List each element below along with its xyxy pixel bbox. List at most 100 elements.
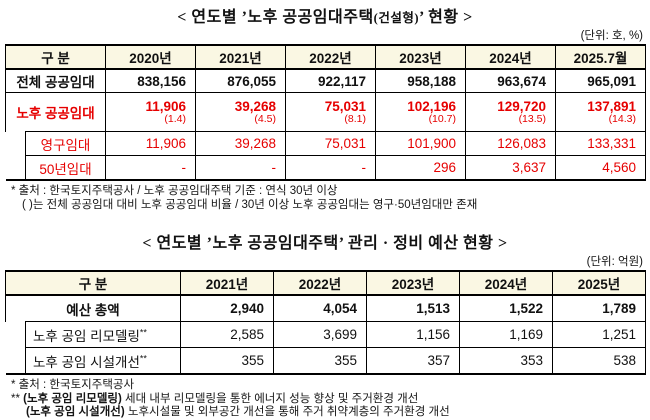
table-cell: 4,054	[273, 294, 367, 322]
indent-spacer	[6, 156, 26, 181]
footnote-remodel-term: (노후 공임 리모델링)	[23, 392, 122, 405]
section-gap	[5, 212, 645, 232]
table-cell: 965,091	[555, 68, 646, 93]
table-cell: 11,906	[105, 131, 196, 156]
table1-header-2025-7: 2025.7월	[555, 44, 646, 70]
table-cell: 137,891 (14.3)	[555, 92, 646, 132]
section2-footnotes: * 출처 : 한국토지주택공사 ** (노후 공임 리모델링) 세대 내부 리모…	[11, 379, 645, 420]
table-cell: 538	[552, 347, 646, 375]
table-cell: 101,900	[375, 131, 466, 156]
section2-unit-label: (단위: 억원)	[586, 256, 643, 268]
table-cell: 838,156	[105, 68, 196, 93]
table1-row-total: 전체 공공임대 838,156 876,055 922,117 958,188 …	[5, 68, 646, 93]
table1-row-permanent: 영구임대 11,906 39,268 75,031 101,900 126,08…	[6, 131, 646, 156]
table2-row-remodel: 노후 공임 리모델링** 2,585 3,699 1,156 1,169 1,2…	[6, 321, 646, 348]
table-cell: 133,331	[555, 131, 646, 156]
table1-header-2022: 2022년	[285, 44, 376, 70]
table-cell: 355	[273, 347, 367, 375]
row-remodel-label: 노후 공임 리모델링**	[25, 321, 181, 348]
table1-row-fifty-year: 50년임대 - - - 296 3,637 4,560	[6, 155, 646, 181]
table1-header-category: 구 분	[5, 44, 106, 70]
aged-ratio: (13.5)	[518, 113, 546, 125]
table2-header-2022: 2022년	[273, 270, 367, 296]
table2-header-2025: 2025년	[552, 270, 646, 296]
table-cell: 1,789	[552, 294, 646, 322]
table1-header-row: 구 분 2020년 2021년 2022년 2023년 2024년 2025.7…	[5, 44, 646, 70]
table-cell: 2,585	[180, 321, 274, 348]
table-cell: -	[285, 155, 376, 181]
maintenance-budget-table: 구 분 2021년 2022년 2023년 2024년 2025년 예산 총액 …	[5, 270, 646, 375]
table-cell: 3,699	[273, 321, 367, 348]
footnote-source-line: * 출처 : 한국토지주택공사 / 노후 공공임대주택 기준 : 연식 30년 …	[11, 185, 338, 197]
table1-row-aged: 노후 공공임대 11,906 (1.4) 39,268 (4.5) 75,031 (8…	[5, 92, 646, 132]
table1-header-2023: 2023년	[375, 44, 466, 70]
row-fifty-label: 50년임대	[25, 155, 106, 181]
table-cell: 75,031	[285, 131, 376, 156]
table2-header-row: 구 분 2021년 2022년 2023년 2024년 2025년	[5, 270, 646, 296]
table-cell: 922,117	[285, 68, 376, 93]
table2-header-category: 구 분	[5, 270, 181, 296]
remodel-label-text: 노후 공임 리모델링	[33, 328, 140, 344]
table-cell: 1,251	[552, 321, 646, 348]
row-total-label: 전체 공공임대	[5, 68, 106, 93]
table-cell: 963,674	[465, 68, 556, 93]
table-cell: 2,940	[180, 294, 274, 322]
table-cell: 355	[180, 347, 274, 375]
aged-ratio: (14.3)	[608, 113, 636, 125]
footnote-source-line: * 출처 : 한국토지주택공사	[11, 379, 135, 391]
footnote-facility-def: (노후 공임 시설개선) 노후시설물 및 외부공간 개선을 통해 주거 취약계층…	[11, 406, 645, 420]
table-cell: 126,083	[465, 131, 556, 156]
section2-title: < 연도별 ’노후 공공임대주택’ 관리 · 정비 예산 현황 >	[142, 235, 508, 252]
table-cell: 11,906 (1.4)	[105, 92, 196, 132]
aged-value: 75,031	[324, 99, 366, 114]
aged-value: 129,720	[497, 99, 546, 114]
facility-label-text: 노후 공임 시설개선	[33, 354, 140, 370]
table2-header-2021: 2021년	[180, 270, 274, 296]
table2-header-2024: 2024년	[459, 270, 553, 296]
footnote-marker: **	[11, 392, 20, 405]
aged-value: 39,268	[234, 99, 276, 114]
table-cell: 75,031 (8.1)	[285, 92, 376, 132]
footnote-facility-term: (노후 공임 시설개선)	[26, 406, 125, 418]
table2-row-facility: 노후 공임 시설개선** 355 355 357 353 538	[6, 347, 646, 375]
aged-value: 102,196	[407, 99, 456, 114]
table2-header-2023: 2023년	[366, 270, 460, 296]
table-cell: 1,156	[366, 321, 460, 348]
table-cell: 1,522	[459, 294, 553, 322]
table-cell: 958,188	[375, 68, 466, 93]
aged-ratio: (8.1)	[344, 113, 366, 125]
double-asterisk-marker: **	[139, 327, 147, 337]
table-cell: -	[195, 155, 286, 181]
footnote-ratio-note: ( )는 전체 공공임대 대비 노후 공공임대 비율 / 30년 이상 노후 공…	[22, 198, 478, 211]
table-cell: 353	[459, 347, 553, 375]
table-cell: 4,560	[555, 155, 646, 181]
aged-public-rental-status-table: 구 분 2020년 2021년 2022년 2023년 2024년 2025.7…	[5, 44, 646, 181]
table-cell: 39,268 (4.5)	[195, 92, 286, 132]
double-asterisk-marker: **	[139, 353, 147, 363]
section1-title-post: ’ 현황 >	[419, 9, 473, 26]
table-cell: 357	[366, 347, 460, 375]
table-cell: 3,637	[465, 155, 556, 181]
table1-header-2020: 2020년	[105, 44, 196, 70]
table-cell: 876,055	[195, 68, 286, 93]
aged-ratio: (4.5)	[254, 113, 276, 125]
table-cell: 1,513	[366, 294, 460, 322]
row-aged-label: 노후 공공임대	[5, 92, 106, 132]
row-budget-total-label: 예산 총액	[5, 294, 181, 322]
indent-spacer	[6, 322, 26, 348]
table1-header-2024: 2024년	[465, 44, 556, 70]
table-cell: -	[105, 155, 196, 181]
section1-title: < 연도별 ’노후 공공임대주택(건설형)’ 현황 >	[5, 8, 645, 28]
table-cell: 129,720 (13.5)	[465, 92, 556, 132]
section1-footnotes: * 출처 : 한국토지주택공사 / 노후 공공임대주택 기준 : 연식 30년 …	[11, 185, 645, 212]
table-cell: 102,196 (10.7)	[375, 92, 466, 132]
section1-title-small: (건설형)	[373, 11, 419, 25]
row-permanent-label: 영구임대	[25, 131, 106, 156]
table2-row-budget-total: 예산 총액 2,940 4,054 1,513 1,522 1,789	[5, 294, 646, 322]
section1-title-pre: < 연도별 ’노후 공공임대주택	[177, 9, 374, 26]
aged-value: 137,891	[587, 99, 636, 114]
indent-spacer	[6, 348, 26, 375]
section1-unit-label: (단위: 호, %)	[580, 30, 643, 42]
aged-ratio: (10.7)	[428, 113, 456, 125]
